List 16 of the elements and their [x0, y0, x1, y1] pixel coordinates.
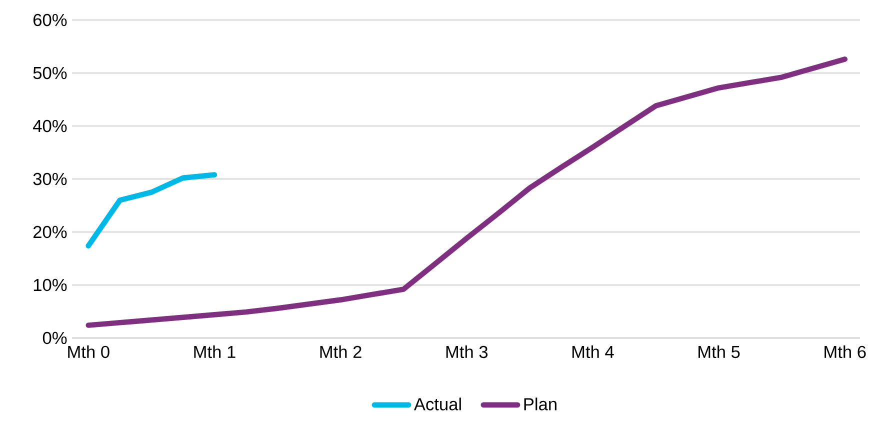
x-tick-label: Mth 4 — [572, 345, 614, 358]
legend-label: Actual — [414, 398, 461, 410]
x-tick-label: Mth 5 — [698, 345, 740, 358]
x-tick-label: Mth 2 — [320, 345, 362, 358]
x-tick-label: Mth 3 — [446, 345, 488, 358]
legend-label: Plan — [524, 398, 556, 410]
x-tick-label: Mth 6 — [824, 345, 866, 358]
y-tick-label: 10% — [34, 278, 67, 292]
x-tick-label: Mth 1 — [194, 345, 236, 358]
y-tick-label: 60% — [33, 14, 67, 26]
y-tick-label: 20% — [33, 226, 67, 238]
y-tick-label: 30% — [33, 172, 67, 186]
y-tick-label: 50% — [33, 66, 67, 80]
y-tick-label: 40% — [33, 120, 67, 132]
x-tick-label: Mth 0 — [68, 345, 110, 358]
y-tick-label: 0% — [42, 332, 67, 344]
